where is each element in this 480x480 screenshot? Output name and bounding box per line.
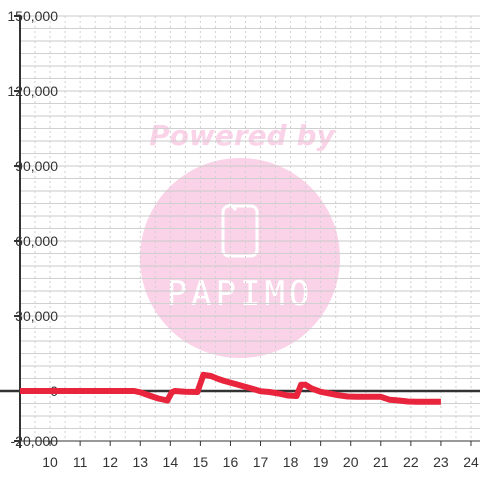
x-tick-label: 12: [102, 454, 118, 470]
watermark-text: Powered by: [149, 119, 336, 152]
x-tick-label: 13: [132, 454, 148, 470]
x-tick-label: 15: [193, 454, 209, 470]
x-tick-label: 18: [283, 454, 299, 470]
x-tick-label: 19: [313, 454, 329, 470]
powered-by-watermark: Powered by PAPIMO: [140, 119, 340, 358]
y-tick-label: 90,000: [15, 158, 58, 174]
y-tick-label: 60,000: [15, 233, 58, 249]
x-tick-label: 24: [463, 454, 479, 470]
x-axis-tick-labels: 10 11 12 13 14 15 16 17 18 19 20 21 22 23 24: [42, 454, 479, 470]
watermark-logo-text: PAPIMO: [167, 274, 314, 314]
x-tick-label: 20: [343, 454, 359, 470]
y-tick-label: 30,000: [15, 308, 58, 324]
y-tick-label: -20,000: [11, 433, 59, 449]
watermark-disc: [140, 158, 340, 358]
x-tick-label: 22: [403, 454, 419, 470]
x-tick-label: 11: [73, 454, 88, 470]
x-tick-label: 21: [373, 454, 389, 470]
series-line: [20, 371, 441, 405]
y-tick-label: 120,000: [7, 83, 58, 99]
x-tick-label: 17: [253, 454, 269, 470]
x-tick-label: 14: [163, 454, 179, 470]
series-layer: [20, 371, 441, 405]
grid-lines: [20, 15, 480, 442]
phone-icon: [221, 201, 259, 258]
x-tick-label: 23: [433, 454, 449, 470]
y-tick-label: 150,000: [7, 8, 58, 24]
x-tick-label: 10: [42, 454, 58, 470]
x-tick-label: 16: [223, 454, 239, 470]
